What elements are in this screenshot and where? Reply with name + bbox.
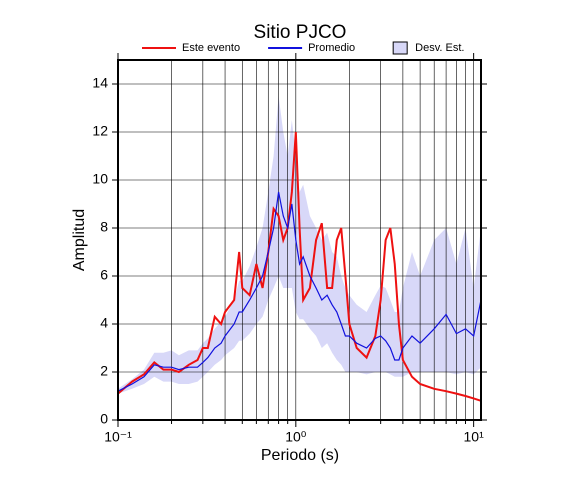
plot-frame — [117, 59, 482, 421]
y-tick-label: 6 — [100, 267, 108, 283]
y-tick-label: 0 — [100, 411, 108, 427]
y-axis-label: Amplitud — [71, 209, 88, 271]
x-tick-label: 10¹ — [464, 429, 485, 445]
x-axis-label: Periodo (s) — [261, 447, 339, 464]
y-tick-label: 12 — [92, 123, 108, 139]
legend-swatch — [392, 41, 408, 55]
x-tick-label: 10⁰ — [285, 429, 307, 445]
y-tick-label: 14 — [92, 75, 108, 91]
legend-label: Este evento — [182, 42, 240, 54]
y-tick-label: 8 — [100, 219, 108, 235]
chart-title: Sitio PJCO — [254, 22, 347, 43]
x-tick-label: 10⁻¹ — [104, 429, 132, 445]
y-tick-label: 10 — [92, 171, 108, 187]
y-tick-label: 2 — [100, 363, 108, 379]
y-tick-label: 4 — [100, 315, 108, 331]
legend-label: Promedio — [308, 42, 355, 54]
series-line — [117, 191, 482, 392]
series-line — [117, 131, 482, 402]
legend-label: Desv. Est. — [415, 42, 464, 54]
